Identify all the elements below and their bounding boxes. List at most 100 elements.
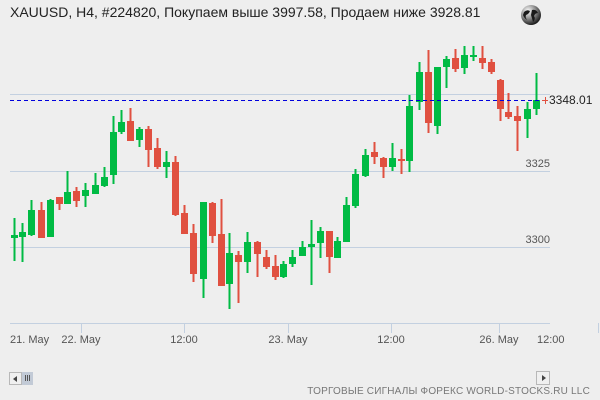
candle — [416, 62, 423, 110]
candle-body — [244, 242, 251, 262]
candle — [425, 50, 432, 133]
candle-body — [398, 159, 405, 161]
candle-body — [479, 58, 486, 63]
candle — [452, 49, 459, 72]
candle — [154, 138, 161, 169]
candle-body — [19, 232, 26, 237]
candle — [514, 106, 521, 151]
candle — [209, 202, 216, 243]
candle-body — [56, 197, 63, 204]
candle-body — [326, 231, 333, 257]
price-label: 3300 — [526, 234, 550, 246]
candle-body — [317, 231, 324, 243]
candle — [38, 202, 45, 238]
price-label: 3325 — [526, 158, 550, 170]
candle-body — [406, 106, 413, 161]
chart-title: XAUUSD, H4, #224820, Покупаем выше 3997.… — [10, 4, 481, 20]
candle — [326, 231, 333, 273]
candle-body — [352, 174, 359, 206]
candle — [280, 261, 287, 278]
candle-body — [101, 177, 108, 186]
candle — [200, 202, 207, 298]
candle — [524, 102, 531, 138]
price-grid: 3325 3300 — [10, 94, 550, 248]
candle — [533, 73, 540, 115]
globe-icon[interactable] — [520, 4, 542, 26]
candle-body — [209, 203, 216, 236]
footer-credit: ТОРГОВЫЕ СИГНАЛЫ ФОРЕКС WORLD-STOCKS.RU … — [307, 386, 590, 397]
candle — [145, 126, 152, 167]
candle — [389, 143, 396, 171]
candle-body — [154, 148, 161, 167]
candle-body — [362, 155, 369, 176]
candle — [163, 151, 170, 178]
candle — [56, 197, 63, 210]
candle-body — [64, 192, 71, 204]
scroll-left-button[interactable] — [9, 372, 22, 385]
time-label: 12:00 — [537, 334, 565, 346]
candle-body — [136, 129, 143, 140]
candle-body — [145, 129, 152, 150]
candle-body — [488, 62, 495, 72]
candle — [235, 251, 242, 303]
candle-body — [425, 72, 432, 123]
candle-body — [11, 235, 18, 238]
candle-body — [127, 121, 134, 141]
candle — [470, 46, 477, 61]
candle-body — [461, 55, 468, 68]
candle-body — [514, 116, 521, 121]
candle — [218, 199, 225, 286]
candle — [244, 232, 251, 273]
candle-body — [235, 255, 242, 262]
candle-body — [434, 67, 441, 126]
time-label: 22. May — [61, 334, 101, 346]
candle-body — [416, 72, 423, 102]
candle-body — [47, 200, 54, 237]
scrollbar-thumb[interactable] — [22, 372, 33, 385]
current-price-line: 3348.01 — [10, 93, 593, 107]
candle — [352, 169, 359, 208]
candle — [289, 250, 296, 267]
candle — [380, 157, 387, 178]
candle-body — [200, 202, 207, 279]
candle — [47, 199, 54, 237]
candle — [299, 241, 306, 256]
candle — [263, 250, 270, 269]
candle-body — [389, 158, 396, 167]
candle — [19, 223, 26, 262]
candle — [118, 110, 125, 134]
candle — [92, 173, 99, 194]
candle-body — [181, 213, 188, 234]
candle-body — [289, 257, 296, 264]
candle-body — [263, 257, 270, 267]
candle — [406, 95, 413, 172]
candle-body — [443, 59, 450, 67]
candles — [11, 46, 540, 309]
candle-body — [92, 185, 99, 194]
scroll-right-button[interactable] — [536, 371, 550, 385]
candle — [101, 167, 108, 187]
candle — [371, 142, 378, 164]
candle-body — [272, 266, 279, 277]
candle-body — [380, 158, 387, 167]
candle-body — [38, 210, 45, 238]
candle — [308, 220, 315, 285]
candle-body — [172, 162, 179, 215]
candle-body — [280, 264, 287, 277]
current-price-label: 3348.01 — [549, 93, 593, 107]
candle — [172, 156, 179, 216]
candle — [254, 241, 261, 277]
candle-body — [28, 210, 35, 235]
candle — [334, 237, 341, 258]
candle-body — [343, 205, 350, 242]
candle — [479, 46, 486, 69]
candle — [362, 149, 369, 177]
candle — [82, 183, 89, 207]
candle — [272, 255, 279, 280]
candle-body — [371, 152, 378, 157]
candle-body — [505, 112, 512, 117]
candle — [488, 59, 495, 74]
candle-body — [73, 191, 80, 201]
candle — [136, 127, 143, 147]
